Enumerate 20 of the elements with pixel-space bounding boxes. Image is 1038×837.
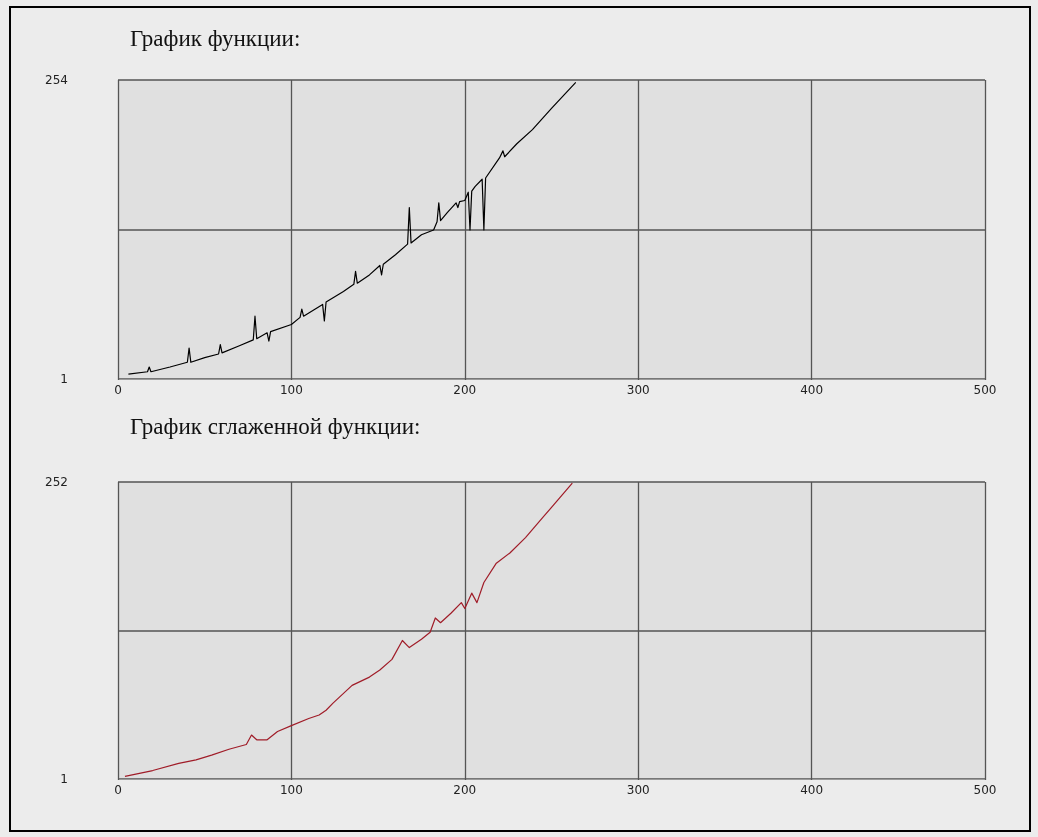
x-tick-label: 500 xyxy=(973,783,997,797)
x-tick-label: 200 xyxy=(453,783,477,797)
line-series xyxy=(124,482,573,778)
y-tick-label: 252 xyxy=(45,475,68,489)
x-tick-label: 300 xyxy=(626,783,650,797)
x-tick-label: 0 xyxy=(114,783,122,797)
y-tick-label: 1 xyxy=(60,771,68,786)
x-tick-label: 100 xyxy=(279,783,303,797)
line-series xyxy=(127,81,577,375)
x-tick-label: 300 xyxy=(626,383,650,397)
y-tick-label: 1 xyxy=(60,371,68,386)
x-tick-label: 400 xyxy=(800,383,824,397)
x-tick-label: 400 xyxy=(800,783,824,797)
x-tick-label: 0 xyxy=(114,383,122,397)
chart-title: График функции: xyxy=(130,26,301,51)
x-tick-label: 200 xyxy=(453,383,477,397)
chart-title: График сглаженной функции: xyxy=(130,414,421,439)
x-tick-label: 100 xyxy=(279,383,303,397)
x-tick-label: 500 xyxy=(973,383,997,397)
y-tick-label: 254 xyxy=(45,73,68,87)
